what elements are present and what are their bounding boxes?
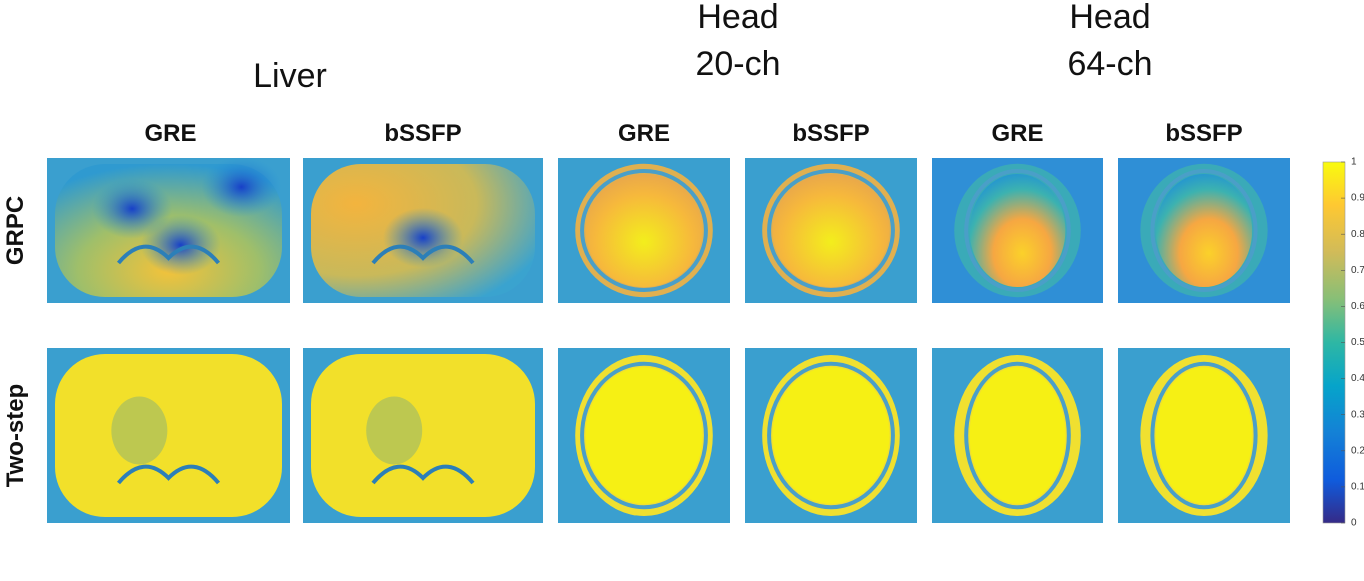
row-label: Two-step xyxy=(2,384,29,488)
colorbar-tick-label: 0.8 xyxy=(1351,229,1364,240)
column-label: GRE xyxy=(618,120,670,147)
liver-body xyxy=(55,354,282,517)
group-title: 64-ch xyxy=(1067,45,1152,83)
skull-gap xyxy=(767,169,895,292)
brain xyxy=(772,173,890,288)
spine xyxy=(371,464,475,485)
column-label: GRE xyxy=(991,120,1043,147)
column-label: bSSFP xyxy=(1165,120,1242,147)
group-title: Head xyxy=(697,0,778,36)
phase-spot xyxy=(92,178,173,239)
liver-texture xyxy=(366,396,423,465)
colorbar-tick-label: 0.7 xyxy=(1351,265,1364,276)
column-label: GRE xyxy=(144,120,196,147)
liver-texture xyxy=(111,396,168,465)
group-title: 20-ch xyxy=(695,45,780,83)
spine xyxy=(371,244,475,265)
skull-gap xyxy=(580,169,708,292)
phase-spot xyxy=(201,157,282,217)
colorbar-tick-label: 1 xyxy=(1351,157,1357,168)
phase-spot xyxy=(140,215,221,275)
brain xyxy=(1155,173,1253,288)
liver-body xyxy=(311,354,535,517)
brain xyxy=(585,367,703,504)
colorbar-tick-label: 0.9 xyxy=(1351,193,1364,204)
colorbar-tick-label: 0.2 xyxy=(1351,445,1364,456)
brain xyxy=(585,173,703,288)
skull-gap xyxy=(964,169,1071,292)
brain xyxy=(969,367,1066,504)
group-title: Liver xyxy=(253,57,327,95)
colorbar-tick-label: 0 xyxy=(1351,518,1357,529)
colorbar-tick-label: 0.1 xyxy=(1351,482,1364,493)
column-label: bSSFP xyxy=(384,120,461,147)
brain xyxy=(772,367,890,504)
skull-gap xyxy=(580,361,708,510)
image-panels xyxy=(47,157,1290,523)
colorbar-tick-label: 0.4 xyxy=(1351,373,1364,384)
phase-spot xyxy=(383,207,463,268)
spine xyxy=(116,244,221,265)
colorbar-tick-label: 0.5 xyxy=(1351,337,1364,348)
skull-gap xyxy=(1150,169,1258,292)
colorbar-tick-label: 0.3 xyxy=(1351,409,1364,420)
row-label: GRPC xyxy=(2,196,29,265)
colorbar-tick-label: 0.6 xyxy=(1351,301,1364,312)
skull-gap xyxy=(767,361,895,510)
brain xyxy=(1155,367,1253,504)
group-title: Head xyxy=(1069,0,1150,36)
skull-gap xyxy=(1150,361,1258,510)
brain xyxy=(969,173,1066,288)
spine xyxy=(116,464,221,485)
column-label: bSSFP xyxy=(792,120,869,147)
skull-gap xyxy=(964,361,1071,510)
